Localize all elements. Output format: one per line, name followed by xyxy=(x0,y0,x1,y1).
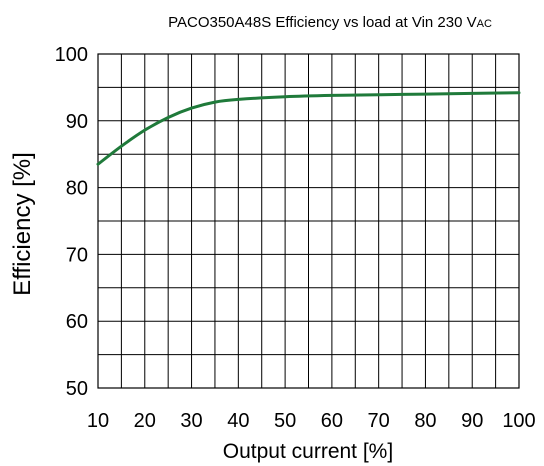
y-tick-labels: 50 60 70 80 90 100 xyxy=(55,44,88,400)
y-tick-label: 100 xyxy=(55,44,88,66)
x-tick-label: 50 xyxy=(274,410,296,432)
x-axis-label: Output current [%] xyxy=(223,440,393,463)
x-tick-label: 30 xyxy=(180,410,202,432)
x-tick-label: 100 xyxy=(502,410,535,432)
y-tick-label: 60 xyxy=(66,311,88,333)
y-tick-label: 80 xyxy=(66,178,88,200)
x-tick-labels: 10 20 30 40 50 60 70 80 90 100 xyxy=(87,410,536,432)
x-tick-label: 10 xyxy=(87,410,109,432)
series-layer xyxy=(96,91,521,166)
grid xyxy=(97,53,520,389)
efficiency-series-line xyxy=(96,91,521,166)
x-tick-label: 20 xyxy=(134,410,156,432)
y-tick-label: 50 xyxy=(66,378,88,400)
x-tick-label: 80 xyxy=(414,410,436,432)
x-tick-label: 70 xyxy=(368,410,390,432)
y-axis-label: Efficiency [%] xyxy=(9,152,36,296)
x-tick-label: 60 xyxy=(321,410,343,432)
x-tick-label: 90 xyxy=(461,410,483,432)
y-tick-label: 90 xyxy=(66,111,88,133)
x-tick-label: 40 xyxy=(227,410,249,432)
plot-frame xyxy=(97,53,520,389)
y-tick-label: 70 xyxy=(66,244,88,266)
chart-title: PACO350A48S Efficiency vs load at Vin 23… xyxy=(168,14,492,31)
